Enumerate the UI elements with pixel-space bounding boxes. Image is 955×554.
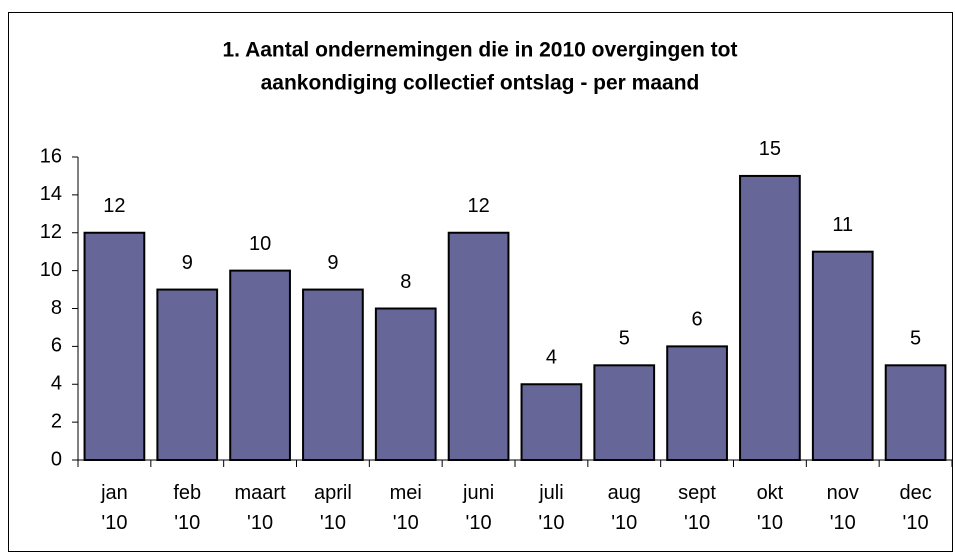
- y-tick-label: 10: [40, 259, 62, 281]
- data-label: 5: [619, 328, 630, 350]
- y-tick-label: 14: [40, 183, 62, 205]
- y-tick-label: 6: [51, 335, 62, 357]
- x-tick-label: juli '10: [538, 482, 564, 534]
- x-tick-label: aug '10: [608, 482, 641, 534]
- data-label: 11: [832, 214, 853, 236]
- data-label: 9: [327, 252, 338, 274]
- x-tick-label: april '10: [314, 482, 352, 534]
- data-label: 10: [249, 233, 271, 255]
- chart-title: 1. Aantal ondernemingen die in 2010 over…: [223, 39, 738, 62]
- bar: [666, 345, 728, 461]
- data-label: 15: [759, 138, 781, 160]
- y-tick-label: 12: [40, 221, 62, 243]
- data-label: 12: [103, 195, 125, 217]
- x-tick-label: maart '10: [235, 482, 287, 534]
- chart-title: aankondiging collectief ontslag - per ma…: [261, 72, 700, 95]
- y-tick-label: 16: [40, 145, 62, 167]
- data-label: 4: [546, 347, 557, 369]
- x-tick-label: mei '10: [390, 482, 422, 534]
- bar: [593, 364, 656, 461]
- bar: [447, 231, 510, 461]
- data-label: 8: [400, 271, 411, 293]
- bar: [520, 383, 583, 461]
- bar: [811, 250, 874, 461]
- y-tick-label: 0: [51, 448, 62, 470]
- x-tick-label: jan '10: [100, 482, 128, 534]
- bar: [739, 174, 801, 461]
- bar: [374, 307, 437, 461]
- x-tick-label: okt '10: [757, 482, 784, 534]
- bar: [156, 288, 219, 461]
- x-tick-label: nov '10: [827, 482, 859, 534]
- y-tick-label: 8: [51, 297, 62, 319]
- x-tick-label: dec '10: [899, 482, 931, 534]
- data-label: 6: [692, 309, 703, 331]
- x-tick-label: feb '10: [173, 482, 201, 534]
- x-tick-label: sept '10: [678, 482, 716, 534]
- y-tick-label: 4: [51, 373, 62, 395]
- bar: [884, 364, 947, 461]
- data-label: 12: [467, 195, 489, 217]
- data-label: 5: [910, 328, 921, 350]
- data-label: 9: [182, 252, 193, 274]
- bar: [83, 231, 146, 461]
- bar: [229, 269, 291, 461]
- bar: [302, 288, 364, 461]
- x-tick-label: juni '10: [462, 482, 494, 534]
- y-tick-label: 2: [51, 410, 62, 432]
